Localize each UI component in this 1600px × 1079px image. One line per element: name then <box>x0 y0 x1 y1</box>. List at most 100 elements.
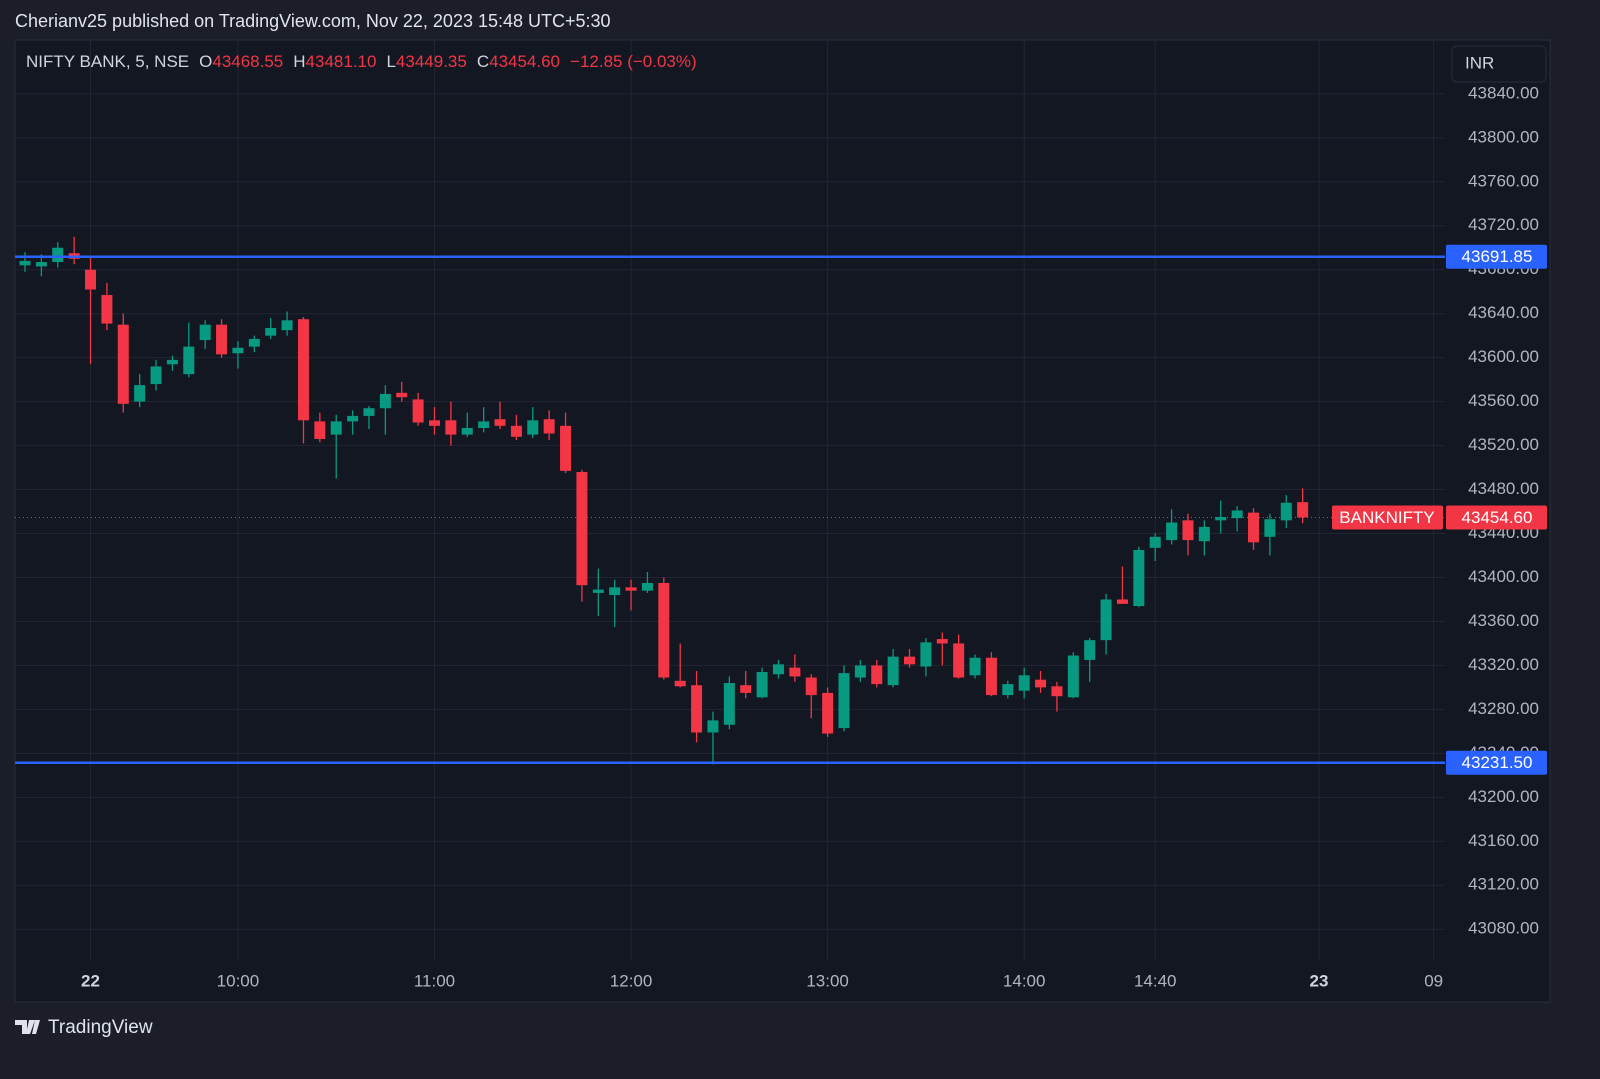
ohlc-label: C <box>476 52 490 71</box>
candle-body <box>494 419 506 426</box>
y-tick-label: 43560.00 <box>1468 391 1539 410</box>
x-tick-label: 11:00 <box>414 971 455 990</box>
y-tick-label: 43200.00 <box>1468 787 1539 806</box>
candle-body <box>756 672 768 698</box>
candle-body <box>772 664 784 675</box>
candle-body <box>19 260 31 266</box>
y-tick-label: 43120.00 <box>1468 875 1539 894</box>
y-tick-label: 43080.00 <box>1468 919 1539 938</box>
candle-body <box>478 421 490 429</box>
candle-body <box>871 665 883 685</box>
candle-body <box>576 471 588 586</box>
candle-body <box>412 399 424 423</box>
candle-body <box>183 346 195 375</box>
candle-body <box>101 295 113 324</box>
candle-body <box>920 642 932 667</box>
currency-button[interactable] <box>1451 45 1547 83</box>
candle-body <box>1215 517 1227 521</box>
y-tick-label: 43720.00 <box>1468 215 1539 234</box>
candle-body <box>1280 502 1292 521</box>
symbol-tag <box>1332 505 1443 530</box>
candle-body <box>1166 522 1178 541</box>
candle-body <box>445 420 457 435</box>
candle-body <box>1116 599 1128 604</box>
grid: 43080.0043120.0043160.0043200.0043240.00… <box>15 40 1539 990</box>
candle-body <box>625 587 637 591</box>
candle-body <box>609 587 621 596</box>
candle-body <box>396 392 408 398</box>
candle-body <box>429 420 440 426</box>
candle-body <box>379 393 391 409</box>
x-tick-label: 12:00 <box>610 971 653 990</box>
ohlc-value: 43468.55 <box>212 52 284 71</box>
candle-body <box>297 319 309 421</box>
candle-body <box>1051 686 1063 697</box>
price-tag-label: 43691.85 <box>1462 247 1533 266</box>
candle-body <box>592 589 604 593</box>
logo <box>15 1020 40 1034</box>
candle-body <box>527 420 539 435</box>
x-tick-label: 09 <box>1424 971 1443 990</box>
ohlc-value: 43481.10 <box>305 52 377 71</box>
currency[interactable]: INR <box>1465 53 1494 72</box>
candle-body <box>314 421 326 439</box>
y-tick-label: 43640.00 <box>1468 303 1539 322</box>
candle-body <box>887 656 899 686</box>
price-tag-label: 43454.60 <box>1462 508 1533 527</box>
candle-body <box>199 324 211 341</box>
candle-body <box>1297 502 1309 518</box>
chart-pane <box>14 39 1551 1003</box>
x-tick-label: 14:40 <box>1134 971 1177 990</box>
candle-body <box>1100 599 1112 641</box>
legend: NIFTY BANK, 5, NSE O43468.55 H43481.10 L434… <box>26 52 697 72</box>
price-tag <box>1446 505 1547 530</box>
y-tick-label: 43760.00 <box>1468 171 1539 190</box>
change: −12.85 (−0.03%) <box>570 52 697 71</box>
y-tick-label: 43400.00 <box>1468 567 1539 586</box>
candle-body <box>641 582 653 591</box>
y-tick-label: 43800.00 <box>1468 127 1539 146</box>
candle-body <box>117 324 129 404</box>
y-tick-label: 43840.00 <box>1468 83 1539 102</box>
candle-body <box>347 415 359 422</box>
y-tick-label: 43480.00 <box>1468 479 1539 498</box>
candle-body <box>1198 526 1210 542</box>
y-tick-label: 43520.00 <box>1468 435 1539 454</box>
x-tick-label: 22 <box>81 971 100 990</box>
candle-body <box>1264 519 1276 537</box>
symbol-tag-label: BANKNIFTY <box>1339 508 1434 527</box>
price-tag <box>1446 750 1547 775</box>
candle-body <box>560 425 572 471</box>
ohlc-label: H <box>293 52 306 71</box>
ohlc-label: L <box>386 52 396 71</box>
candle-body <box>969 657 981 676</box>
candle-body <box>904 656 916 665</box>
ohlc-value: 43454.60 <box>489 52 561 71</box>
candle-body <box>35 262 47 267</box>
candle-body <box>1035 679 1047 688</box>
marks <box>15 236 1445 765</box>
candle-body <box>265 327 277 336</box>
candle-body <box>838 673 850 729</box>
candle-body <box>674 680 686 687</box>
tags: 43691.85 43231.50 BANKNIFTY 43454.60 <box>1332 244 1547 775</box>
y-tick-label: 43320.00 <box>1468 655 1539 674</box>
candle-body <box>707 720 719 733</box>
candle-body <box>85 269 97 290</box>
y-tick-label: 43600.00 <box>1468 347 1539 366</box>
candle-body <box>330 421 342 435</box>
candle-body <box>1149 536 1161 548</box>
candle-body <box>363 408 375 416</box>
price-tag-label: 43231.50 <box>1462 753 1533 772</box>
ohlc-label: O <box>199 52 213 71</box>
candle-body <box>216 324 228 355</box>
candle-body <box>1002 684 1014 696</box>
candle-body <box>1133 550 1145 607</box>
candle-body <box>658 582 670 678</box>
price-tag <box>1446 244 1547 269</box>
candle-body <box>1084 640 1096 660</box>
candle-body <box>936 639 948 644</box>
candle-body <box>723 683 735 725</box>
candle-body <box>281 320 293 331</box>
